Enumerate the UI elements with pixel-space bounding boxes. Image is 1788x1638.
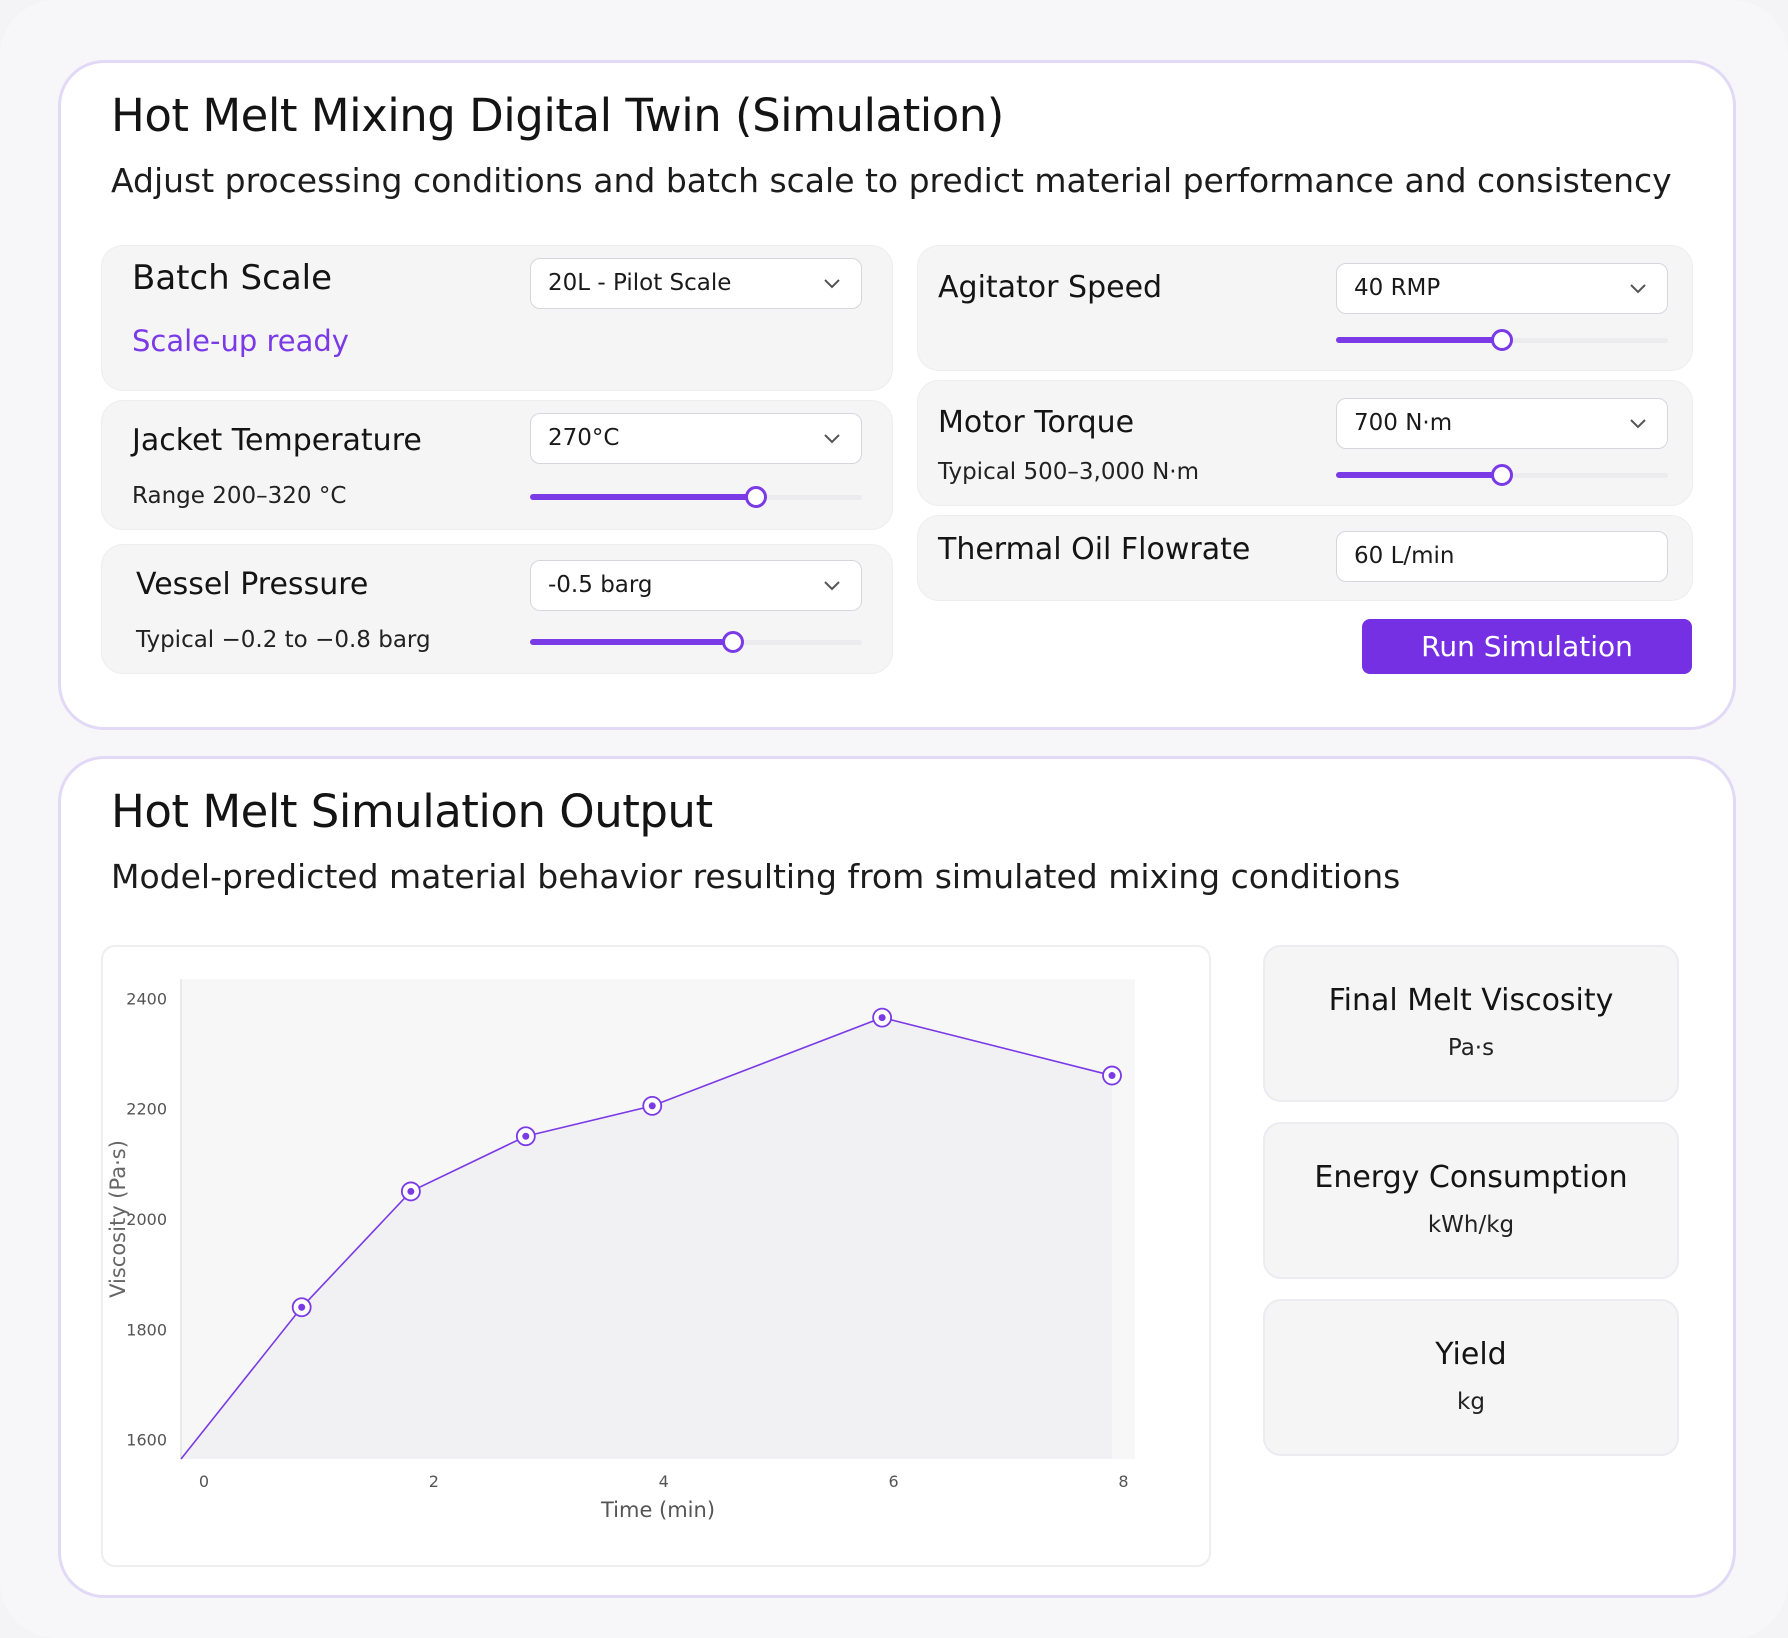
y-tick-label: 2000 xyxy=(126,1210,167,1229)
x-axis-title: Time (min) xyxy=(600,1498,715,1522)
agitator-speed-label: Agitator Speed xyxy=(938,270,1163,305)
run-simulation-button[interactable]: Run Simulation xyxy=(1362,619,1692,674)
kpi-title: Yield xyxy=(1435,1337,1507,1372)
slider-thumb[interactable] xyxy=(1491,329,1513,351)
kpi-unit: kWh/kg xyxy=(1427,1212,1515,1238)
motor-torque-slider[interactable] xyxy=(1336,462,1668,488)
output-subtitle: Model-predicted material behavior result… xyxy=(111,857,1401,896)
vessel-pressure-select[interactable]: -0.5 barg xyxy=(530,560,862,611)
jacket-temperature-label: Jacket Temperature xyxy=(132,423,422,458)
motor-torque-hint: Typical 500–3,000 N·m xyxy=(938,459,1199,485)
slider-thumb[interactable] xyxy=(1491,464,1513,486)
data-point-dot xyxy=(878,1014,886,1022)
vessel-pressure-hint: Typical −0.2 to −0.8 barg xyxy=(136,627,431,653)
data-point-dot xyxy=(648,1102,656,1110)
slider-fill xyxy=(1336,337,1502,343)
agitator-speed-value: 40 RMP xyxy=(1354,275,1441,301)
x-tick-label: 4 xyxy=(659,1472,669,1491)
batch-scale-label: Batch Scale xyxy=(132,258,333,298)
y-tick-label: 1600 xyxy=(126,1431,167,1450)
x-tick-label: 8 xyxy=(1118,1472,1128,1491)
page-title: Hot Melt Mixing Digital Twin (Simulation… xyxy=(111,89,1004,142)
kpi-title: Energy Consumption xyxy=(1314,1160,1628,1195)
kpi-card-energy-consumption: Energy Consumption kWh/kg xyxy=(1263,1122,1679,1279)
batch-scale-panel: Batch Scale Scale-up ready 20L - Pilot S… xyxy=(101,245,893,391)
slider-fill xyxy=(530,494,756,500)
batch-scale-select[interactable]: 20L - Pilot Scale xyxy=(530,258,862,309)
y-tick-label: 1800 xyxy=(126,1320,167,1339)
vessel-pressure-slider[interactable] xyxy=(530,629,862,655)
chevron-down-icon xyxy=(824,279,840,289)
x-tick-label: 2 xyxy=(429,1472,439,1491)
batch-scale-value: 20L - Pilot Scale xyxy=(548,270,732,296)
output-title: Hot Melt Simulation Output xyxy=(111,785,713,838)
kpi-card-yield: Yield kg xyxy=(1263,1299,1679,1456)
jacket-temperature-slider[interactable] xyxy=(530,484,862,510)
jacket-temperature-value: 270°C xyxy=(548,425,620,451)
thermal-oil-flowrate-label: Thermal Oil Flowrate xyxy=(938,532,1251,567)
page-subtitle: Adjust processing conditions and batch s… xyxy=(111,161,1672,200)
slider-thumb[interactable] xyxy=(721,631,744,653)
series-area xyxy=(181,1017,1113,1459)
x-tick-label: 6 xyxy=(889,1472,899,1491)
slider-fill xyxy=(1336,472,1502,478)
agitator-speed-select[interactable]: 40 RMP xyxy=(1336,263,1668,314)
motor-torque-panel: Motor Torque Typical 500–3,000 N·m 700 N… xyxy=(917,380,1693,506)
y-tick-label: 2200 xyxy=(126,1100,167,1119)
y-tick-label: 2400 xyxy=(126,989,167,1008)
jacket-temperature-hint: Range 200–320 °C xyxy=(132,483,347,509)
kpi-unit: Pa·s xyxy=(1447,1035,1495,1061)
motor-torque-label: Motor Torque xyxy=(938,405,1135,440)
x-tick-label: 0 xyxy=(199,1472,209,1491)
motor-torque-value: 700 N·m xyxy=(1354,410,1453,436)
thermal-oil-flowrate-input[interactable]: 60 L/min xyxy=(1336,531,1668,582)
viscosity-line-chart: 1600 1800 2000 2200 2400 0 2 4 6 8 Time (min) Visco… xyxy=(106,979,1135,1522)
vessel-pressure-value: -0.5 barg xyxy=(548,572,653,598)
simulation-input-card: Hot Melt Mixing Digital Twin (Simulation… xyxy=(58,60,1736,730)
data-point-dot xyxy=(1108,1072,1116,1080)
thermal-oil-flowrate-value: 60 L/min xyxy=(1354,543,1455,569)
thermal-oil-flowrate-panel: Thermal Oil Flowrate 60 L/min xyxy=(917,515,1693,601)
chevron-down-icon xyxy=(824,434,840,444)
agitator-speed-slider[interactable] xyxy=(1336,327,1668,353)
y-axis-title: Viscosity (Pa·s) xyxy=(106,1140,130,1298)
kpi-title: Final Melt Viscosity xyxy=(1328,983,1614,1018)
kpi-unit: kg xyxy=(1457,1389,1485,1415)
data-point-dot xyxy=(522,1132,530,1140)
chevron-down-icon xyxy=(824,581,840,591)
viscosity-chart-panel: 1600 1800 2000 2200 2400 0 2 4 6 8 Time (min) Visco… xyxy=(101,945,1211,1567)
slider-thumb[interactable] xyxy=(744,486,767,508)
data-point-dot xyxy=(407,1187,415,1195)
slider-fill xyxy=(530,639,733,645)
kpi-card-final-melt-viscosity: Final Melt Viscosity Pa·s xyxy=(1263,945,1679,1102)
jacket-temperature-select[interactable]: 270°C xyxy=(530,413,862,464)
chevron-down-icon xyxy=(1630,419,1646,429)
scale-up-status: Scale-up ready xyxy=(132,324,349,358)
motor-torque-select[interactable]: 700 N·m xyxy=(1336,398,1668,449)
vessel-pressure-panel: Vessel Pressure Typical −0.2 to −0.8 bar… xyxy=(101,544,893,674)
jacket-temperature-panel: Jacket Temperature Range 200–320 °C 270°… xyxy=(101,400,893,530)
data-point-dot xyxy=(298,1303,306,1311)
vessel-pressure-label: Vessel Pressure xyxy=(136,567,369,602)
chevron-down-icon xyxy=(1630,284,1646,294)
simulation-output-card: Hot Melt Simulation Output Model-predict… xyxy=(58,756,1736,1598)
agitator-speed-panel: Agitator Speed 40 RMP xyxy=(917,245,1693,371)
